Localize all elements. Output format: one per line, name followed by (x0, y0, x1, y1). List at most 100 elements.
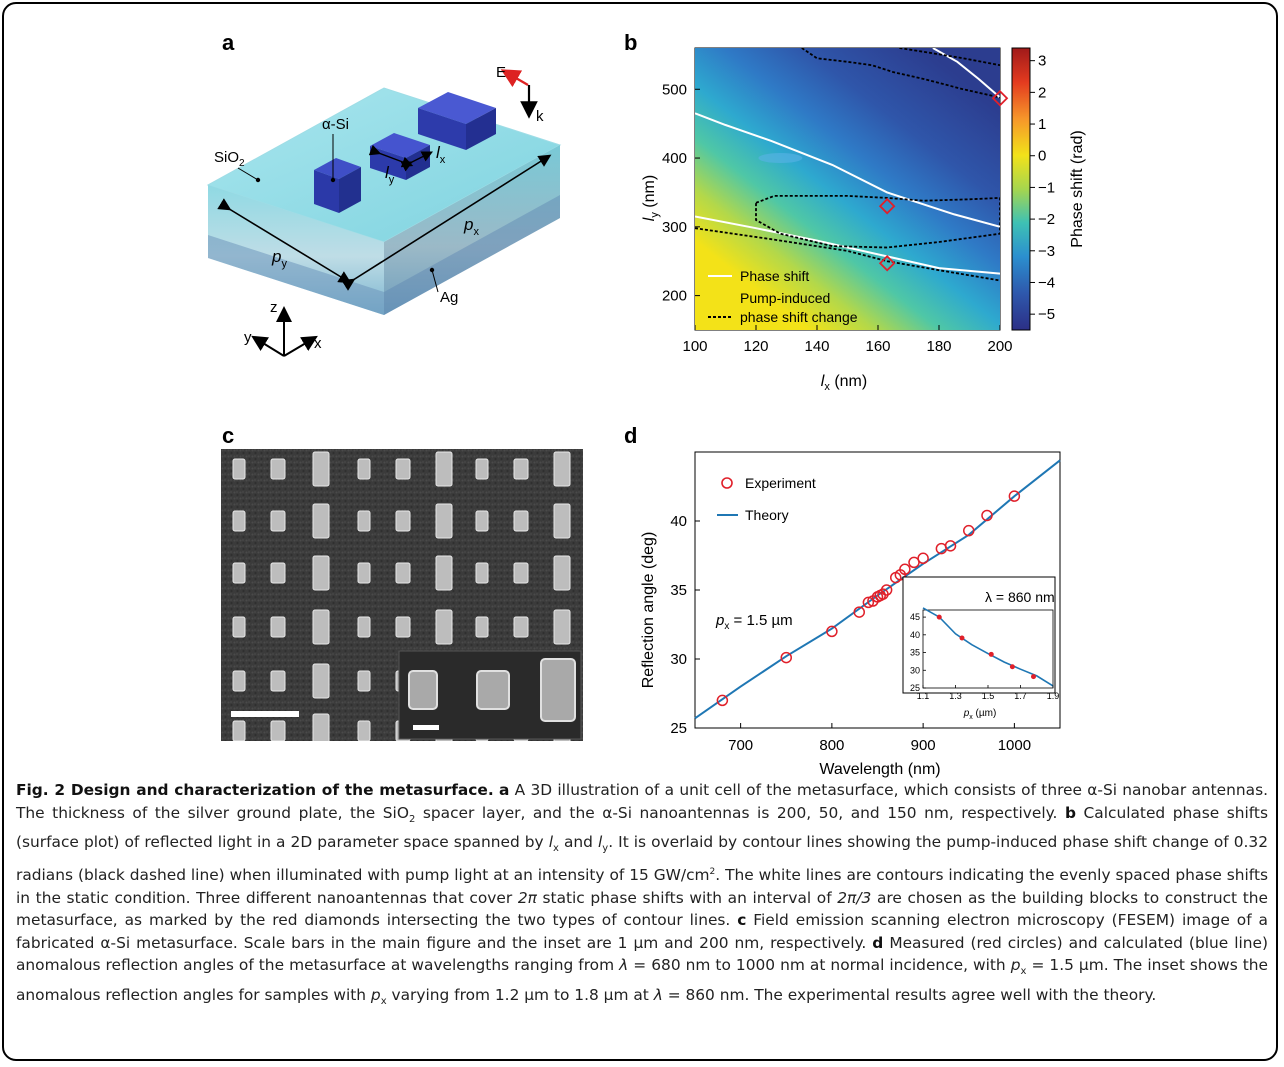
inset-x-tick-label: 1.5 (982, 691, 995, 701)
sem-nanoantenna (395, 616, 411, 638)
figure-caption: Fig. 2 Design and characterization of th… (16, 781, 1269, 1008)
scale-bar-inset (413, 725, 439, 730)
y-tick-label: 200 (662, 288, 687, 305)
heatmap-highlight (758, 153, 803, 164)
sem-nanoantenna (475, 616, 489, 638)
inset-y-tick-label: 35 (910, 648, 920, 658)
panel-c-sem-image (221, 449, 583, 741)
scatter-legend: Experiment Theory (717, 475, 816, 523)
inset-x-tick-label: 1.9 (1047, 691, 1060, 701)
sem-nanoantenna (270, 616, 286, 638)
inset-data-point (1031, 674, 1036, 680)
legend-pump-line2: phase shift change (740, 309, 858, 325)
axis-z-label: z (270, 299, 278, 316)
sem-nanoantenna (357, 458, 371, 480)
inset-x-tick-label: 1.7 (1014, 691, 1027, 701)
sem-nanoantenna (270, 458, 286, 480)
caption-title: Fig. 2 Design and characterization of th… (16, 781, 494, 799)
sem-nanoantenna (270, 510, 286, 532)
colorbar-label: Phase shift (rad) (1069, 130, 1086, 247)
sem-nanoantenna (435, 503, 453, 539)
panel-b-label: b (624, 30, 638, 55)
panel-c-label: c (222, 423, 235, 448)
sem-inset-antenna (476, 670, 510, 710)
heatmap-legend: Phase shift Pump-induced phase shift cha… (708, 268, 858, 325)
y-tick-label: 35 (670, 582, 687, 599)
sem-nanoantenna (475, 510, 489, 532)
scale-bar-main (231, 711, 299, 717)
sem-nanoantenna (312, 609, 330, 645)
x-tick-label: 1000 (998, 737, 1031, 754)
sem-nanoantenna (435, 555, 453, 591)
sem-nanoantenna (435, 609, 453, 645)
red-diamond-marker-2 (991, 89, 1009, 107)
legend-theory: Theory (745, 507, 789, 523)
sem-nanoantenna (395, 510, 411, 532)
legend-phase-shift: Phase shift (740, 268, 809, 284)
sem-nanoantenna (553, 555, 571, 591)
y-tick-label: 40 (670, 513, 687, 530)
sem-nanoantenna (312, 451, 330, 487)
sem-nanoantenna (270, 562, 286, 584)
inset-x-tick-label: 1.3 (949, 691, 962, 701)
x-tick-label: 100 (682, 338, 707, 355)
panel-a-label: a (222, 30, 235, 55)
inset-x-tick-label: 1.1 (917, 691, 930, 701)
legend-experiment: Experiment (745, 475, 816, 491)
colorbar-tick-label: 0 (1038, 148, 1046, 165)
x-tick-label: 200 (987, 338, 1012, 355)
white-contour-0 (695, 215, 1000, 275)
experiment-point (963, 524, 975, 537)
inset-xlabel: px (µm) (963, 708, 997, 721)
x-tick-label: 120 (743, 338, 768, 355)
sem-inset-antenna (540, 658, 576, 722)
label-sio2: SiO2 (214, 149, 245, 169)
sem-inset-antenna (408, 670, 438, 710)
panel-a-illustration: E k α-Si SiO2 Ag ly lx py px z x y (206, 64, 562, 357)
scatter-xlabel: Wavelength (nm) (819, 761, 940, 778)
x-tick-label: 140 (804, 338, 829, 355)
y-tick-label: 25 (670, 720, 687, 737)
colorbar-tick-label: −1 (1038, 179, 1055, 196)
heatmap-ylabel: ly (nm) (641, 175, 661, 221)
sem-nanoantenna (395, 562, 411, 584)
experiment-point (862, 596, 875, 609)
sem-nanoantenna (312, 663, 330, 699)
experiment-point (899, 563, 911, 576)
inset-data-point (988, 651, 994, 657)
sem-nanoantenna (232, 510, 246, 532)
sem-nanoantenna (553, 503, 571, 539)
experiment-point (944, 540, 957, 552)
experiment-point (880, 584, 893, 596)
experiment-point (917, 552, 929, 565)
sem-nanoantenna (232, 670, 246, 692)
white-contour-1 (695, 112, 1000, 228)
colorbar-tick-label: −4 (1038, 274, 1055, 291)
px-annotation: px = 1.5 µm (715, 612, 793, 632)
y-tick-label: 300 (662, 219, 687, 236)
red-diamond-marker-1 (878, 197, 896, 215)
inset-title: λ = 860 nm (985, 589, 1055, 605)
dashed-contour-2 (801, 48, 1000, 99)
sem-nanoantenna (312, 713, 330, 741)
x-tick-label: 180 (926, 338, 951, 355)
sem-nanoantenna (232, 562, 246, 584)
sem-nanoantenna (553, 609, 571, 645)
experiment-point (908, 556, 920, 569)
experiment-point (826, 625, 838, 638)
inset-y-tick-label: 45 (910, 612, 920, 622)
sem-nanoantenna (312, 555, 330, 591)
y-tick-label: 400 (662, 150, 687, 167)
sem-nanoantenna (553, 451, 571, 487)
colorbar-tick-label: 3 (1038, 53, 1046, 70)
sem-nanoantenna (435, 451, 453, 487)
experiment-point (1008, 490, 1021, 502)
sem-nanoantenna (475, 562, 489, 584)
x-tick-label: 700 (728, 737, 753, 754)
sem-nanoantenna (357, 670, 371, 692)
heatmap-xlabel: lx (nm) (821, 373, 867, 393)
sem-nanoantenna (232, 458, 246, 480)
sem-nanoantenna (232, 720, 246, 741)
